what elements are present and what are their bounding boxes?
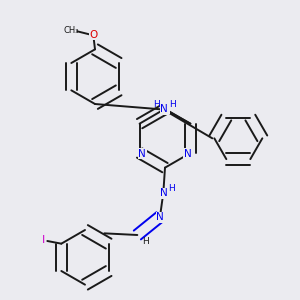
Text: N: N [161,104,169,114]
Text: N: N [161,104,169,114]
Text: N: N [160,104,168,114]
Text: N: N [184,149,192,159]
Text: H: H [142,237,149,246]
Text: CH₃: CH₃ [64,26,79,35]
Text: O: O [89,30,98,40]
Text: N: N [157,212,164,222]
Text: N: N [138,149,146,159]
Text: H: H [169,100,176,109]
Text: N: N [160,188,167,198]
Text: H: H [168,184,175,193]
Text: H: H [153,100,160,109]
Text: I: I [42,235,45,245]
